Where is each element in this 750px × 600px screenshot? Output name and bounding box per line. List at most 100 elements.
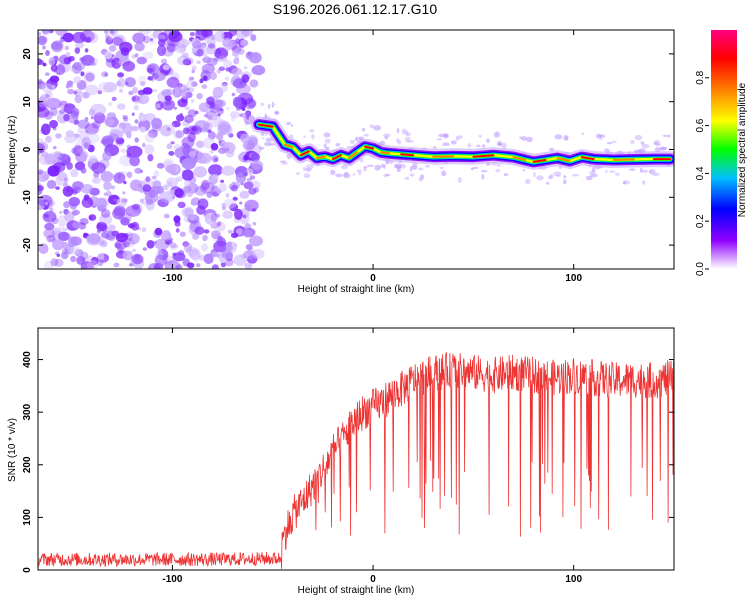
ridge-halo (442, 142, 450, 146)
ridge-halo (652, 172, 660, 176)
x-tick-label: 100 (565, 574, 582, 585)
noise-blob (186, 125, 199, 135)
noise-blob (216, 221, 226, 232)
ridge-halo (394, 164, 402, 169)
noise-blob (70, 255, 77, 263)
noise-blob (122, 122, 133, 135)
noise-blob (108, 133, 119, 141)
noise-blob (111, 36, 124, 46)
noise-blob (155, 103, 161, 109)
noise-blob (251, 67, 258, 75)
y-tick-label: 0 (22, 567, 33, 573)
ridge-halo (630, 139, 635, 145)
noise-blob (196, 92, 203, 100)
noise-blob (193, 166, 208, 178)
noise-blob (162, 184, 169, 191)
noise-blob (72, 31, 86, 44)
noise-blob (160, 58, 168, 65)
noise-blob (90, 256, 99, 266)
noise-blob (174, 188, 184, 198)
noise-blob (175, 130, 184, 139)
noise-blob (128, 90, 134, 96)
noise-blob (132, 32, 146, 44)
noise-blob (122, 191, 126, 195)
noise-blob (194, 185, 207, 196)
noise-blob (115, 137, 125, 145)
noise-blob (239, 190, 250, 199)
noise-blob (182, 127, 190, 135)
noise-blob (223, 198, 237, 209)
noise-blob (184, 180, 191, 188)
ridge-halo (495, 168, 501, 173)
noise-blob (191, 252, 201, 262)
noise-blob (133, 104, 139, 111)
ridge-halo (349, 139, 355, 144)
snr-line (38, 351, 674, 569)
noise-blob (81, 54, 95, 66)
noise-blob (211, 115, 218, 121)
noise-blob (45, 135, 52, 143)
noise-blob (222, 206, 226, 211)
noise-blob (171, 123, 175, 127)
noise-blob (176, 114, 185, 122)
noise-blob (153, 240, 157, 244)
ridge-halo (441, 170, 447, 177)
noise-blob (84, 123, 100, 135)
ridge-halo (525, 178, 531, 185)
noise-blob (202, 234, 208, 242)
ridge-halo (418, 167, 424, 171)
ridge-halo (343, 171, 349, 177)
ridge-halo (363, 165, 367, 172)
noise-blob (128, 263, 134, 267)
noise-blob (38, 31, 42, 37)
noise-blob (139, 30, 152, 36)
colorbar-gradient (711, 30, 737, 269)
noise-blob (252, 248, 265, 260)
noise-blob (163, 158, 174, 167)
noise-blob (113, 205, 126, 217)
noise-blob (100, 171, 114, 183)
noise-blob (122, 61, 136, 72)
noise-blob (42, 211, 57, 223)
noise-blob (251, 159, 263, 171)
noise-blob (38, 58, 43, 66)
ridge-halo (554, 134, 563, 140)
noise-blob (74, 119, 80, 125)
noise-blob (108, 45, 117, 52)
noise-blob (187, 40, 192, 45)
noise-blob (147, 154, 154, 162)
noise-blob (55, 186, 60, 190)
noise-blob (232, 96, 242, 108)
noise-blob (252, 222, 257, 226)
noise-blob (164, 100, 172, 106)
noise-blob (147, 65, 156, 73)
spectrogram-x-label: Height of straight line (km) (298, 284, 415, 295)
noise-blob (84, 36, 92, 43)
noise-blob (142, 247, 147, 251)
ridge-halo (547, 175, 553, 180)
noise-blob (77, 127, 84, 134)
noise-blob (204, 212, 217, 225)
ridge-halo (481, 173, 485, 180)
noise-blob (163, 213, 170, 219)
noise-blob (59, 153, 68, 161)
noise-blob (244, 199, 259, 212)
noise-blob (41, 123, 51, 136)
noise-blob (53, 69, 57, 73)
noise-blob (251, 65, 266, 76)
noise-blob (83, 71, 96, 83)
noise-blob (182, 94, 187, 99)
ridge-halo (642, 180, 646, 185)
noise-blob (105, 36, 114, 45)
ridge-halo (407, 140, 415, 143)
ridge-halo (438, 133, 446, 138)
ridge-halo (378, 165, 382, 168)
noise-blob (233, 57, 240, 65)
noise-blob (196, 60, 201, 64)
noise-blob (191, 41, 202, 49)
noise-blob (161, 230, 172, 242)
noise-blob (50, 111, 54, 116)
ridge-halo (615, 172, 620, 176)
noise-blob (55, 175, 64, 186)
